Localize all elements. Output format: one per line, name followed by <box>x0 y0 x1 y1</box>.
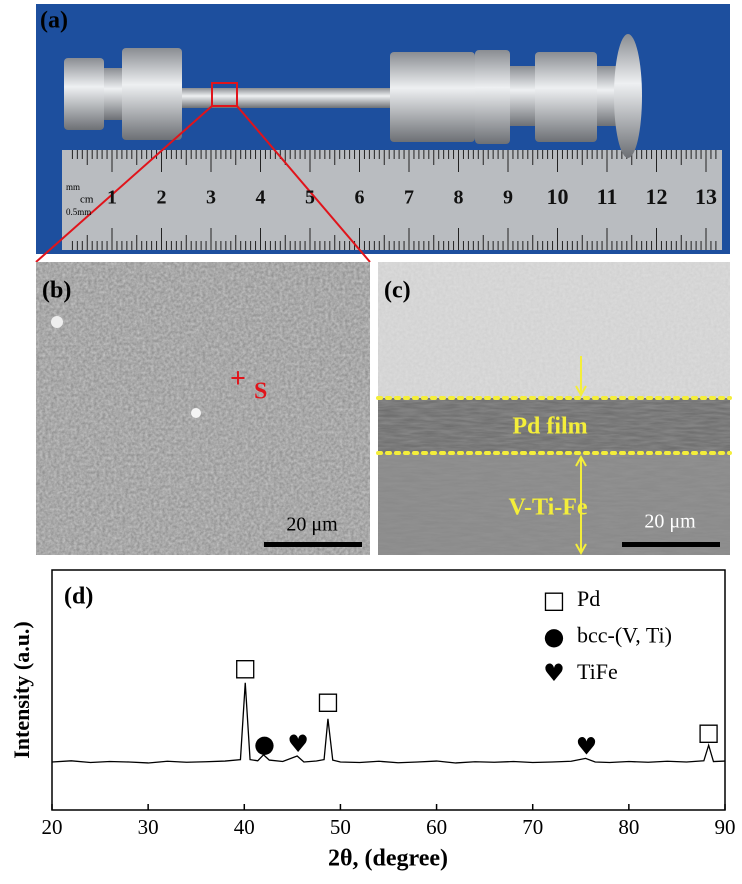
peak-marker: □ <box>234 653 257 681</box>
layer-label: V-Ti-Fe <box>508 495 587 521</box>
peak-marker: ♥ <box>576 733 598 761</box>
scale-bar <box>264 542 362 547</box>
legend-symbol: □ <box>543 586 566 614</box>
x-tick-label: 70 <box>522 815 543 839</box>
x-tick-label: 80 <box>618 815 639 839</box>
ruler-number: 5 <box>305 187 315 209</box>
scale-bar-label: 20 μm <box>286 514 338 536</box>
legend-label: Pd <box>577 586 600 611</box>
xrd-chart: (d) 2θ, (degree) Intensity (a.u.) 20 30 40… <box>9 570 735 872</box>
peak-marker: ● <box>254 730 275 758</box>
page: {"panel_a": {"label": "(a)", "ruler_numb… <box>0 0 742 884</box>
ruler-number: 2 <box>157 187 167 209</box>
fitting <box>510 66 535 126</box>
ruler-number: 7 <box>404 187 414 209</box>
x-axis-title: 2θ, (degree) <box>328 846 448 872</box>
peak-marker: □ <box>317 687 340 715</box>
particle <box>191 408 201 418</box>
x-tick-label: 20 <box>42 815 63 839</box>
legend-symbol: ● <box>544 623 565 651</box>
x-tick-label: 90 <box>715 815 736 839</box>
legend-label: TiFe <box>577 659 618 684</box>
x-tick-label: 40 <box>234 815 255 839</box>
plot-frame <box>52 570 725 810</box>
fitting <box>390 52 475 142</box>
sem-panel-b: + S 20 μm (b) <box>36 262 370 555</box>
point-marker: + <box>230 363 246 394</box>
layer-label: Pd film <box>512 414 587 440</box>
fitting <box>475 50 510 144</box>
peak-marker: ♥ <box>287 730 309 758</box>
ruler-number: 13 <box>695 184 717 209</box>
ruler-unit: mm <box>66 182 80 192</box>
ruler-unit: cm <box>80 194 94 206</box>
flange <box>614 34 642 158</box>
panel-label: (d) <box>64 584 93 610</box>
sem-texture <box>36 262 370 555</box>
ruler-unit: 0.5mm <box>66 207 91 217</box>
scale-bar-label: 20 μm <box>644 511 696 533</box>
y-axis-title: Intensity (a.u.) <box>9 621 34 759</box>
x-tick-label: 50 <box>330 815 351 839</box>
peak-marker: □ <box>697 718 720 746</box>
point-label: S <box>254 379 267 405</box>
ruler-number: 3 <box>206 187 216 209</box>
tube <box>175 88 395 108</box>
ruler-number: 1 <box>107 187 117 209</box>
scale-bar <box>622 542 720 547</box>
fitting <box>535 52 597 142</box>
ruler-number: 8 <box>454 187 464 209</box>
x-tick-label: 60 <box>426 815 447 839</box>
sem-panel-c: Pd film V-Ti-Fe 20 μm (c) <box>378 262 730 555</box>
fitting <box>104 68 122 120</box>
particle <box>51 316 63 328</box>
xrd-line <box>52 683 725 763</box>
x-tick-label: 30 <box>138 815 159 839</box>
panel-label: (b) <box>42 278 71 304</box>
fitting <box>122 48 182 140</box>
ruler-number: 4 <box>256 187 266 209</box>
legend-symbol: ♥ <box>543 659 565 687</box>
ruler-number: 10 <box>547 184 569 209</box>
ruler-number: 12 <box>646 184 668 209</box>
ruler-number: 9 <box>503 187 513 209</box>
ruler-number: 6 <box>355 187 365 209</box>
fitting <box>64 58 104 130</box>
surface-texture <box>378 262 730 398</box>
ruler-number: 11 <box>597 184 618 209</box>
panel-label: (a) <box>40 8 68 34</box>
figure: mm cm 0.5mm 12345678910111213 (a) + S 20… <box>0 0 742 884</box>
legend-label: bcc-(V, Ti) <box>577 623 672 648</box>
panel-label: (c) <box>384 278 411 304</box>
